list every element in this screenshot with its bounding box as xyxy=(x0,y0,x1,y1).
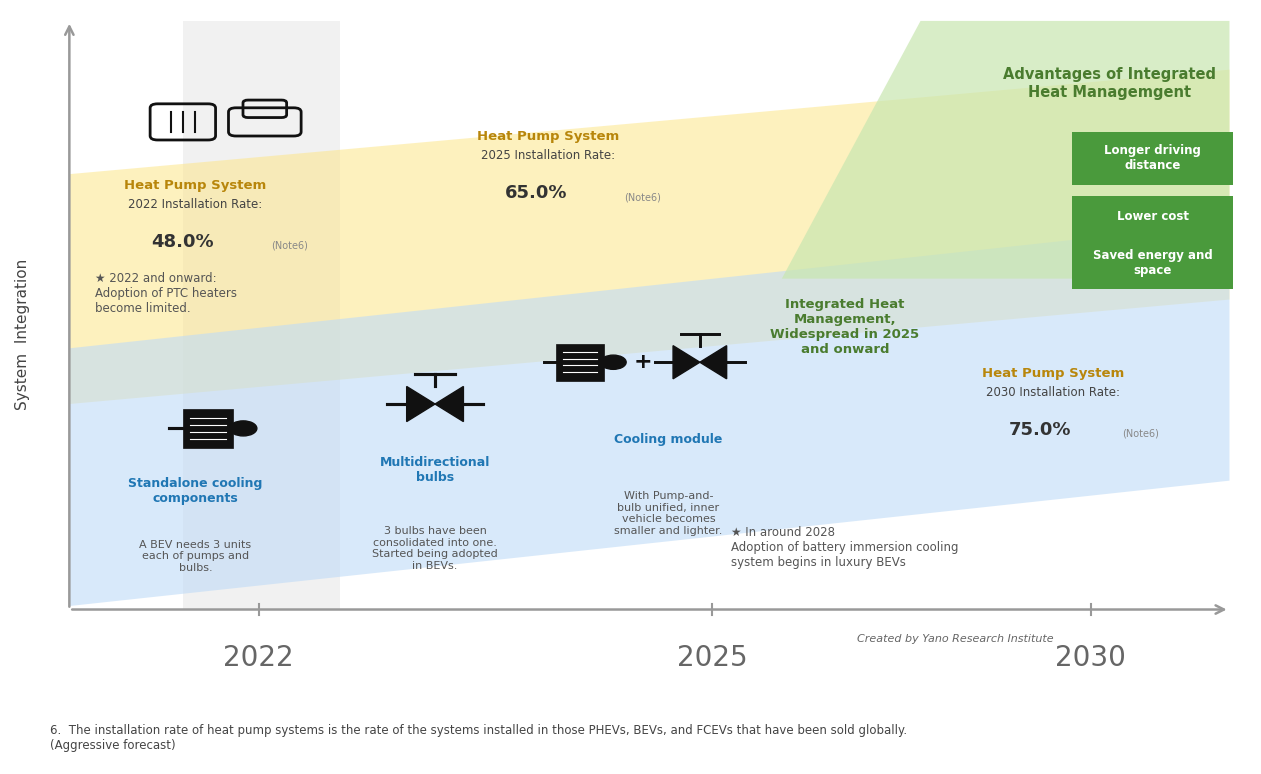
Text: 2025 Installation Rate:: 2025 Installation Rate: xyxy=(482,149,615,163)
Text: Advantages of Integrated
Heat Managemgent: Advantages of Integrated Heat Managemgen… xyxy=(1004,67,1216,100)
Polygon shape xyxy=(406,386,435,422)
Text: ★ In around 2028
Adoption of battery immersion cooling
system begins in luxury B: ★ In around 2028 Adoption of battery imm… xyxy=(731,526,958,569)
FancyBboxPatch shape xyxy=(183,409,233,447)
Text: 65.0%: 65.0% xyxy=(504,184,567,202)
Text: Standalone cooling
components: Standalone cooling components xyxy=(129,477,262,505)
Polygon shape xyxy=(69,70,1229,404)
Text: (Note6): (Note6) xyxy=(624,192,661,202)
FancyBboxPatch shape xyxy=(604,358,623,367)
Text: Saved energy and
space: Saved energy and space xyxy=(1093,249,1212,277)
Text: 3 bulbs have been
consolidated into one.
Started being adopted
in BEVs.: 3 bulbs have been consolidated into one.… xyxy=(372,526,498,570)
Text: Multidirectional
bulbs: Multidirectional bulbs xyxy=(380,456,491,485)
FancyBboxPatch shape xyxy=(1072,132,1233,185)
Text: 2022 Installation Rate:: 2022 Installation Rate: xyxy=(129,198,262,211)
FancyBboxPatch shape xyxy=(1072,197,1233,237)
Text: 6.  The installation rate of heat pump systems is the rate of the systems instal: 6. The installation rate of heat pump sy… xyxy=(50,724,908,752)
Text: Integrated Heat
Management,
Widespread in 2025
and onward: Integrated Heat Management, Widespread i… xyxy=(770,299,919,356)
Text: With Pump-and-
bulb unified, inner
vehicle becomes
smaller and lighter.: With Pump-and- bulb unified, inner vehic… xyxy=(614,491,723,536)
Polygon shape xyxy=(782,21,1229,279)
FancyBboxPatch shape xyxy=(1072,237,1233,289)
Polygon shape xyxy=(69,223,1229,606)
FancyBboxPatch shape xyxy=(556,344,604,381)
Text: (Note6): (Note6) xyxy=(271,241,308,251)
Text: Created by Yano Research Institute: Created by Yano Research Institute xyxy=(857,634,1054,644)
Text: +: + xyxy=(634,352,652,372)
Text: A BEV needs 3 units
each of pumps and
bulbs.: A BEV needs 3 units each of pumps and bu… xyxy=(140,540,251,573)
Text: Lower cost: Lower cost xyxy=(1116,211,1189,223)
Text: 2030 Installation Rate:: 2030 Installation Rate: xyxy=(986,386,1120,399)
Circle shape xyxy=(230,421,257,436)
FancyBboxPatch shape xyxy=(183,21,340,610)
Polygon shape xyxy=(435,386,464,422)
Circle shape xyxy=(600,355,627,369)
Text: 2022: 2022 xyxy=(223,644,294,673)
Text: System  Integration: System Integration xyxy=(15,259,30,410)
FancyBboxPatch shape xyxy=(233,423,253,433)
Text: Cooling module: Cooling module xyxy=(614,433,723,446)
Text: Heat Pump System: Heat Pump System xyxy=(478,130,619,142)
Polygon shape xyxy=(673,346,700,378)
Text: Longer driving
distance: Longer driving distance xyxy=(1105,145,1200,173)
Text: Heat Pump System: Heat Pump System xyxy=(125,179,266,191)
Text: 48.0%: 48.0% xyxy=(151,233,214,251)
Text: Heat Pump System: Heat Pump System xyxy=(982,367,1124,379)
Text: (Note6): (Note6) xyxy=(1122,429,1159,439)
Text: 75.0%: 75.0% xyxy=(1009,421,1072,439)
Text: ★ 2022 and onward:
Adoption of PTC heaters
become limited.: ★ 2022 and onward: Adoption of PTC heate… xyxy=(95,272,237,315)
Polygon shape xyxy=(700,346,726,378)
Text: 2025: 2025 xyxy=(677,644,748,673)
Text: 2030: 2030 xyxy=(1055,644,1126,673)
